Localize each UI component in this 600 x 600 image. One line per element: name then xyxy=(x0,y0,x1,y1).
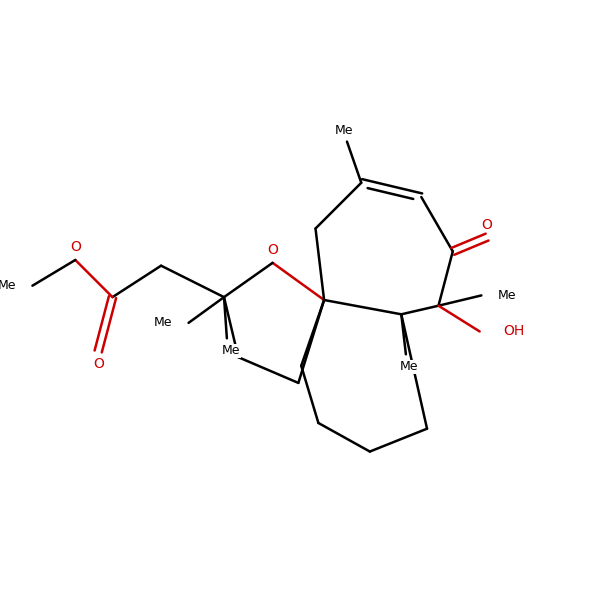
Text: Me: Me xyxy=(222,344,241,358)
Text: Me: Me xyxy=(497,289,516,302)
Text: Me: Me xyxy=(400,361,418,373)
Text: Me: Me xyxy=(0,279,16,292)
Text: O: O xyxy=(70,241,81,254)
Text: OH: OH xyxy=(503,325,525,338)
Text: O: O xyxy=(267,243,278,257)
Text: O: O xyxy=(482,218,493,232)
Text: O: O xyxy=(93,357,104,371)
Text: Me: Me xyxy=(335,124,353,137)
Text: Me: Me xyxy=(154,316,173,329)
